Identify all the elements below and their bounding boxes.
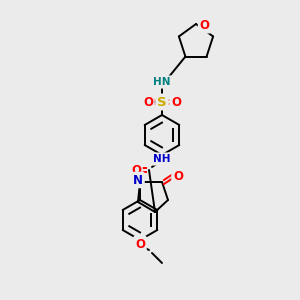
Text: O: O (200, 19, 210, 32)
Text: S: S (157, 95, 167, 109)
Text: NH: NH (153, 154, 171, 164)
Text: N: N (133, 173, 143, 187)
Text: HN: HN (153, 77, 171, 87)
Text: O: O (171, 95, 181, 109)
Text: O: O (135, 238, 145, 250)
Text: O: O (173, 169, 183, 182)
Text: O: O (143, 95, 153, 109)
Text: O: O (131, 164, 141, 176)
